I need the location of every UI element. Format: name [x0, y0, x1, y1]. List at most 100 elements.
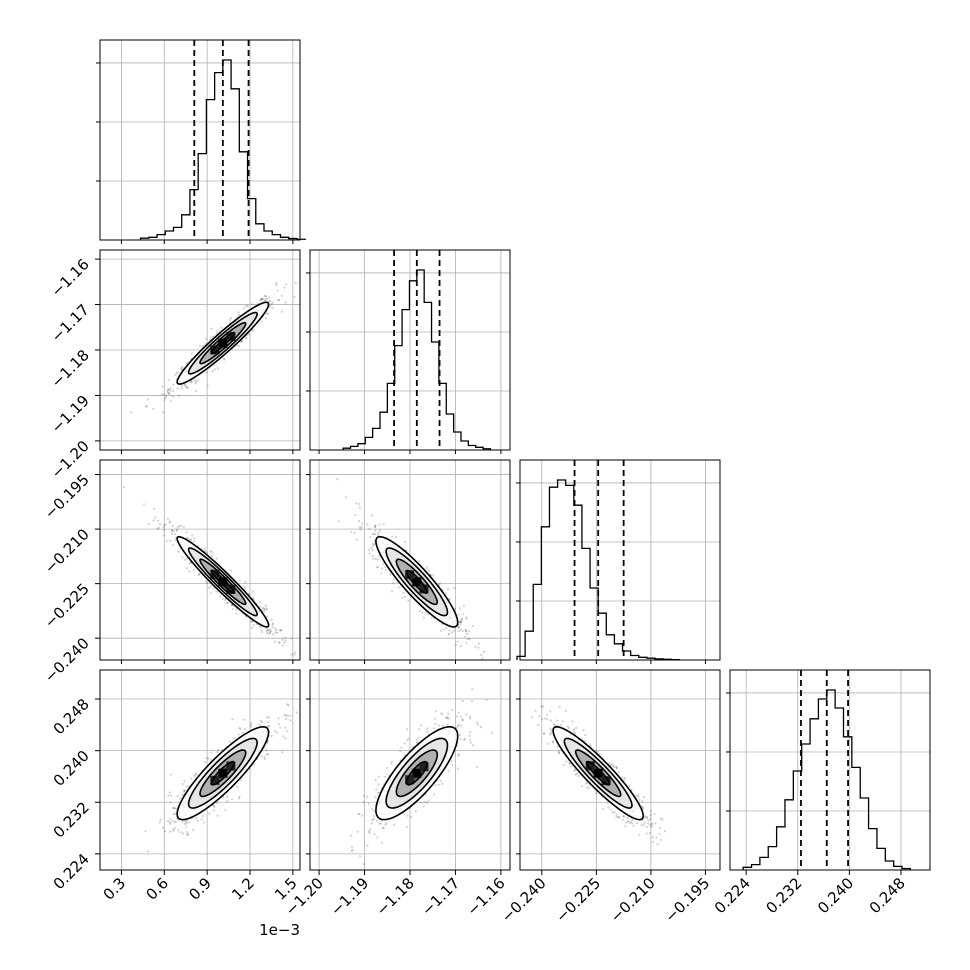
- sample-point: [447, 633, 450, 636]
- sample-point: [336, 478, 339, 481]
- sample-point: [284, 639, 287, 642]
- sample-point: [403, 540, 407, 544]
- sample-point: [166, 391, 170, 394]
- sample-point: [268, 300, 271, 303]
- sample-point: [640, 823, 643, 826]
- sample-point: [287, 714, 290, 717]
- sample-point: [168, 520, 171, 523]
- contour-3: [405, 760, 428, 786]
- sample-point: [174, 373, 177, 376]
- sample-point: [623, 778, 626, 781]
- sample-point: [463, 737, 467, 740]
- sample-point: [265, 608, 268, 611]
- sample-point: [267, 629, 270, 632]
- sample-point: [147, 522, 150, 526]
- sample-point: [649, 814, 652, 817]
- sample-point: [382, 827, 385, 830]
- sample-point: [279, 726, 282, 729]
- sample-point: [173, 806, 176, 810]
- sample-point: [216, 814, 219, 817]
- sample-point: [204, 761, 207, 764]
- sample-point: [482, 671, 484, 673]
- sample-point: [181, 365, 184, 369]
- sample-point: [357, 813, 360, 816]
- sample-point: [374, 525, 377, 528]
- sample-point: [418, 560, 421, 563]
- sample-point: [401, 597, 404, 600]
- sample-point: [628, 821, 631, 825]
- sample-point: [566, 725, 569, 728]
- sample-point: [237, 311, 240, 314]
- sample-point: [260, 631, 263, 634]
- x-tick-label-3-0: 0.224: [711, 874, 754, 917]
- sample-point: [213, 805, 216, 808]
- sample-point: [185, 822, 188, 825]
- sample-point: [361, 522, 364, 525]
- sample-point: [259, 625, 262, 628]
- sample-point: [180, 831, 183, 834]
- y-tick-label-1-2: −1.18: [48, 346, 93, 391]
- sample-point: [362, 801, 365, 804]
- sample-point: [573, 728, 576, 731]
- sample-point: [280, 294, 284, 297]
- density-peak-bin: [218, 577, 228, 587]
- sample-point: [268, 296, 271, 299]
- sample-point: [358, 812, 361, 815]
- sample-point: [391, 581, 395, 584]
- sample-point: [447, 770, 450, 773]
- sample-point: [432, 793, 435, 796]
- sample-point: [350, 845, 354, 849]
- sample-point: [353, 532, 356, 535]
- sample-point: [378, 822, 381, 825]
- sample-point: [541, 717, 544, 721]
- sample-point: [230, 317, 233, 320]
- sample-point: [222, 357, 225, 360]
- sample-point: [146, 850, 149, 853]
- density-peak-bin: [601, 776, 611, 786]
- sample-point: [369, 535, 372, 539]
- sample-point: [368, 527, 371, 531]
- x-tick-label-2-1: −0.225: [552, 874, 604, 926]
- sample-point: [169, 822, 172, 825]
- panel-content: [144, 703, 298, 853]
- sample-point: [220, 748, 224, 751]
- sample-point: [284, 737, 287, 740]
- sample-point: [181, 832, 185, 835]
- sample-point: [445, 716, 448, 719]
- sample-point: [637, 795, 640, 799]
- contour-0: [375, 535, 459, 628]
- sample-point: [200, 818, 203, 821]
- sample-point: [167, 378, 170, 382]
- sample-point: [416, 741, 419, 744]
- x-tick-label-2-2: −0.210: [607, 874, 659, 926]
- sample-point: [574, 773, 577, 776]
- sample-point: [251, 303, 254, 306]
- sample-point: [627, 819, 630, 822]
- sample-point: [480, 653, 483, 657]
- sample-point: [243, 727, 247, 731]
- sample-point: [209, 549, 212, 553]
- sample-point: [350, 530, 353, 533]
- sample-point: [385, 822, 388, 825]
- sample-point: [372, 814, 375, 818]
- sample-point: [645, 815, 649, 818]
- sample-point: [451, 709, 454, 712]
- y-tick-label-2-1: −0.225: [41, 580, 93, 632]
- sample-point: [355, 538, 358, 541]
- sample-point: [178, 394, 181, 397]
- sample-point: [269, 631, 272, 634]
- x-tick-label-1-2: −1.18: [373, 874, 418, 919]
- sample-point: [371, 542, 374, 546]
- sample-point: [279, 629, 282, 632]
- sample-point: [175, 807, 178, 810]
- sample-point: [649, 809, 653, 812]
- sample-point: [417, 737, 420, 740]
- sample-point: [571, 720, 574, 723]
- sample-point: [370, 822, 373, 825]
- sample-point: [447, 712, 450, 715]
- sample-point: [574, 769, 577, 772]
- sample-point: [165, 394, 168, 397]
- sample-point: [644, 816, 647, 819]
- sample-point: [377, 775, 380, 778]
